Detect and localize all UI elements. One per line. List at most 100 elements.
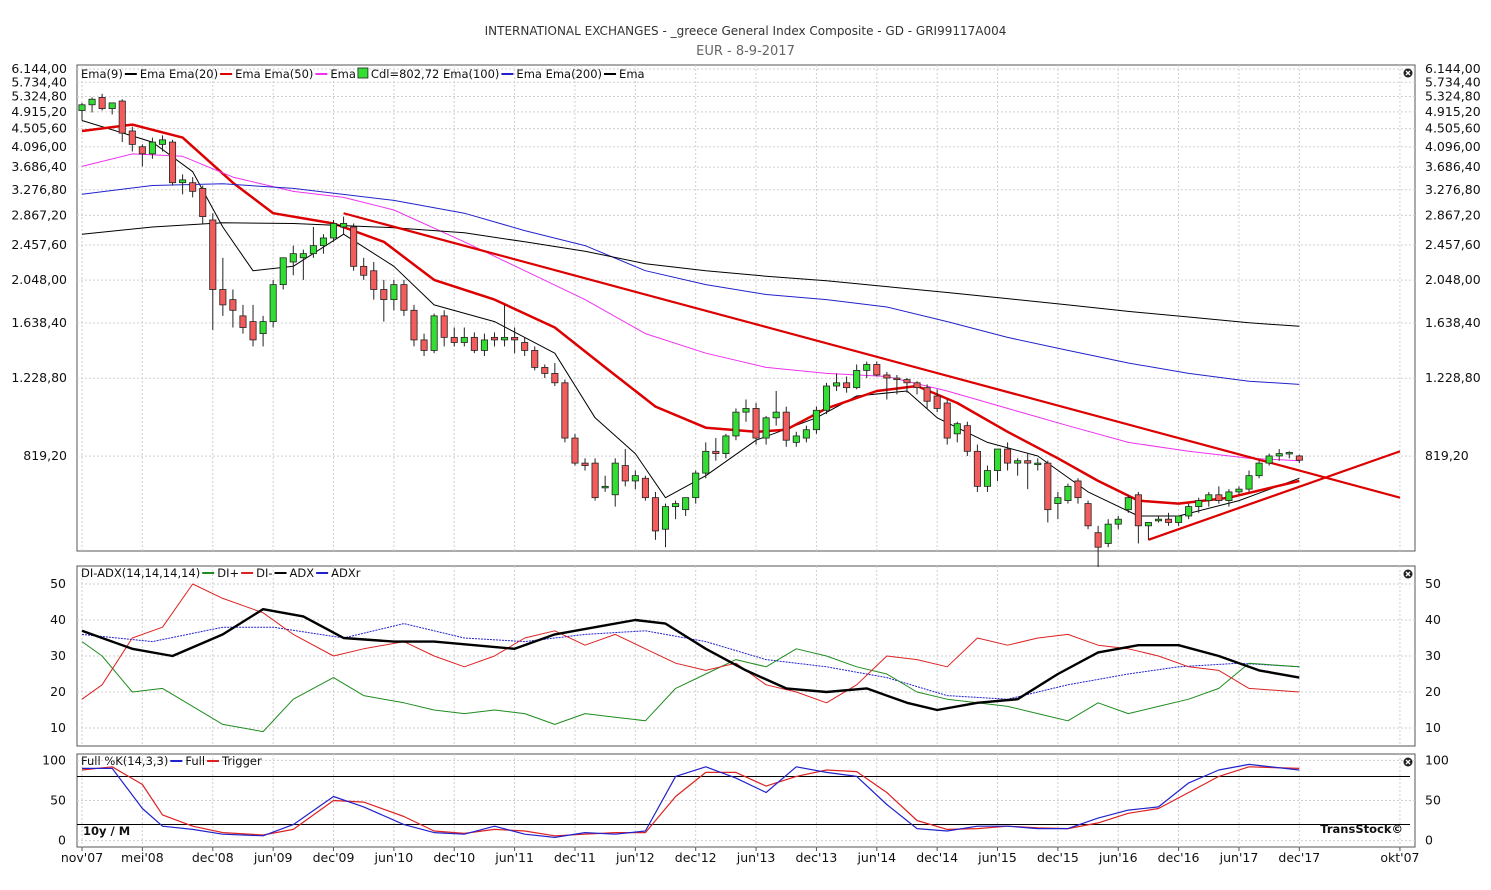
candle bbox=[169, 139, 177, 186]
candle bbox=[863, 361, 871, 379]
candle bbox=[1074, 478, 1082, 504]
candle bbox=[501, 304, 509, 347]
candle bbox=[1175, 515, 1183, 526]
candle bbox=[1024, 453, 1032, 490]
candle-body-up bbox=[853, 369, 861, 389]
candle-body-up bbox=[390, 284, 398, 301]
candle-body-up bbox=[702, 450, 710, 474]
candle bbox=[581, 458, 589, 471]
y-tick-label: 3.276,80 bbox=[11, 182, 67, 197]
candle-body-up bbox=[631, 475, 639, 482]
candle bbox=[651, 491, 659, 540]
x-tick-label: dec'16 bbox=[1158, 850, 1200, 865]
y-tick-label-right: 4.915,20 bbox=[1425, 104, 1481, 119]
candle-body-up bbox=[299, 253, 307, 259]
candle bbox=[98, 93, 106, 111]
candle-body-up bbox=[1245, 475, 1253, 490]
candle bbox=[1275, 449, 1283, 461]
x-tick-label: jun'16 bbox=[1098, 850, 1138, 865]
candle-body-down bbox=[1024, 460, 1032, 464]
candle-body-up bbox=[1154, 518, 1163, 522]
candle bbox=[370, 262, 378, 300]
x-tick-label: jun'17 bbox=[1219, 850, 1259, 865]
candle bbox=[893, 374, 901, 395]
ema-line-ema9 bbox=[81, 120, 1300, 517]
legend-label-price: Ema(9) bbox=[81, 67, 123, 81]
candle-body-down bbox=[933, 395, 941, 409]
candle bbox=[1285, 451, 1293, 459]
x-tick-label: jun'10 bbox=[374, 850, 414, 865]
candle bbox=[289, 245, 297, 276]
y-tick-label-right: 1.638,40 bbox=[1425, 315, 1481, 330]
candle bbox=[812, 406, 820, 434]
y-tick-label: 5.734,40 bbox=[11, 74, 67, 89]
candle-body-up bbox=[732, 411, 740, 437]
candle-body-up bbox=[1064, 485, 1072, 501]
candle-body-up bbox=[1114, 518, 1122, 525]
y-tick-label-right: 5.734,40 bbox=[1425, 74, 1481, 89]
candle bbox=[853, 364, 861, 390]
ema-line-ema100 bbox=[81, 183, 1300, 385]
candle bbox=[480, 333, 488, 356]
candle bbox=[843, 376, 851, 393]
y-tick-label: 5.324,80 bbox=[11, 88, 67, 103]
candle-body-down bbox=[883, 374, 891, 379]
candle-body-down bbox=[521, 342, 529, 351]
close-circle-icon[interactable] bbox=[1403, 757, 1413, 767]
candle-body-down bbox=[963, 425, 971, 452]
candle bbox=[1004, 442, 1012, 471]
candle bbox=[229, 289, 237, 328]
close-circle-icon[interactable] bbox=[1403, 68, 1413, 78]
y-tick-label: 4.096,00 bbox=[11, 139, 67, 154]
y-tick-label: 1.228,80 bbox=[11, 370, 67, 385]
candle bbox=[148, 137, 156, 159]
di-minus-line bbox=[81, 583, 1300, 704]
close-circle-icon[interactable] bbox=[1403, 569, 1413, 579]
candle bbox=[209, 213, 217, 330]
candle bbox=[903, 378, 911, 393]
y-tick-label-right: 6.144,00 bbox=[1425, 61, 1481, 76]
y-tick-label-right: 50 bbox=[1425, 793, 1441, 808]
legend-label-stoch: Full %K(14,3,3) bbox=[81, 754, 168, 768]
candle-body-down bbox=[752, 408, 760, 439]
candle-body-up bbox=[319, 237, 327, 247]
candle-body-up bbox=[802, 429, 810, 439]
candle bbox=[722, 433, 730, 459]
candle-body-down bbox=[1044, 462, 1052, 511]
candle bbox=[340, 216, 348, 235]
legend-label-adx: DI-ADX(14,14,14,14) bbox=[81, 566, 200, 580]
candle-body-up bbox=[1235, 488, 1243, 493]
candle bbox=[219, 257, 227, 316]
legend-label-adx: ADXr bbox=[331, 566, 361, 580]
candle bbox=[833, 373, 841, 391]
y-tick-label-right: 100 bbox=[1425, 752, 1449, 767]
candle bbox=[440, 310, 448, 347]
candle-body-up bbox=[682, 497, 690, 511]
candle bbox=[1114, 515, 1122, 530]
y-tick-label: 6.144,00 bbox=[11, 61, 67, 76]
y-tick-label: 4.505,60 bbox=[11, 121, 67, 136]
candle bbox=[118, 99, 126, 143]
candle-body-down bbox=[490, 336, 499, 341]
y-tick-label-right: 30 bbox=[1425, 648, 1441, 663]
candle-body-up bbox=[460, 336, 468, 343]
candle bbox=[611, 458, 619, 507]
candle-body-down bbox=[571, 437, 579, 464]
candle-body-up bbox=[289, 253, 297, 263]
candle bbox=[1034, 458, 1042, 471]
candle-body-down bbox=[1295, 455, 1303, 461]
candle-body-up bbox=[1285, 452, 1293, 455]
candle bbox=[1084, 500, 1092, 530]
candle bbox=[279, 257, 287, 290]
candle bbox=[772, 390, 780, 426]
watermark: TransStock© bbox=[1320, 822, 1403, 836]
candle-body-up bbox=[953, 423, 961, 435]
candle bbox=[822, 382, 831, 415]
candle-body-up bbox=[1255, 462, 1263, 477]
candle-body-up bbox=[863, 364, 871, 371]
candle bbox=[732, 408, 740, 441]
legend-label-price: Ema bbox=[619, 67, 645, 81]
candle-body-down bbox=[903, 379, 911, 384]
candle bbox=[420, 333, 428, 356]
y-tick-label: 2.867,20 bbox=[11, 207, 67, 222]
